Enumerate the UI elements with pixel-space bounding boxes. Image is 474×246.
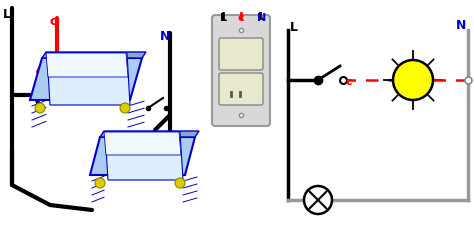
Polygon shape [100, 131, 199, 137]
Polygon shape [46, 53, 128, 77]
Text: L: L [290, 21, 298, 34]
Text: N: N [257, 13, 266, 23]
Polygon shape [30, 58, 142, 100]
Polygon shape [90, 137, 195, 175]
Text: L: L [3, 8, 11, 21]
Polygon shape [104, 132, 181, 155]
Text: c: c [346, 77, 353, 87]
FancyBboxPatch shape [212, 15, 270, 126]
Text: L: L [220, 13, 227, 23]
Circle shape [304, 186, 332, 214]
Circle shape [35, 103, 45, 113]
Polygon shape [105, 132, 183, 180]
Text: N: N [160, 30, 170, 43]
FancyBboxPatch shape [219, 38, 263, 70]
Text: c: c [50, 15, 57, 28]
Polygon shape [42, 52, 146, 58]
Circle shape [175, 178, 185, 188]
Circle shape [120, 103, 130, 113]
Circle shape [393, 60, 433, 100]
Text: c: c [238, 13, 245, 23]
Text: N: N [456, 19, 466, 32]
Circle shape [95, 178, 105, 188]
FancyBboxPatch shape [219, 73, 263, 105]
Polygon shape [47, 53, 130, 105]
